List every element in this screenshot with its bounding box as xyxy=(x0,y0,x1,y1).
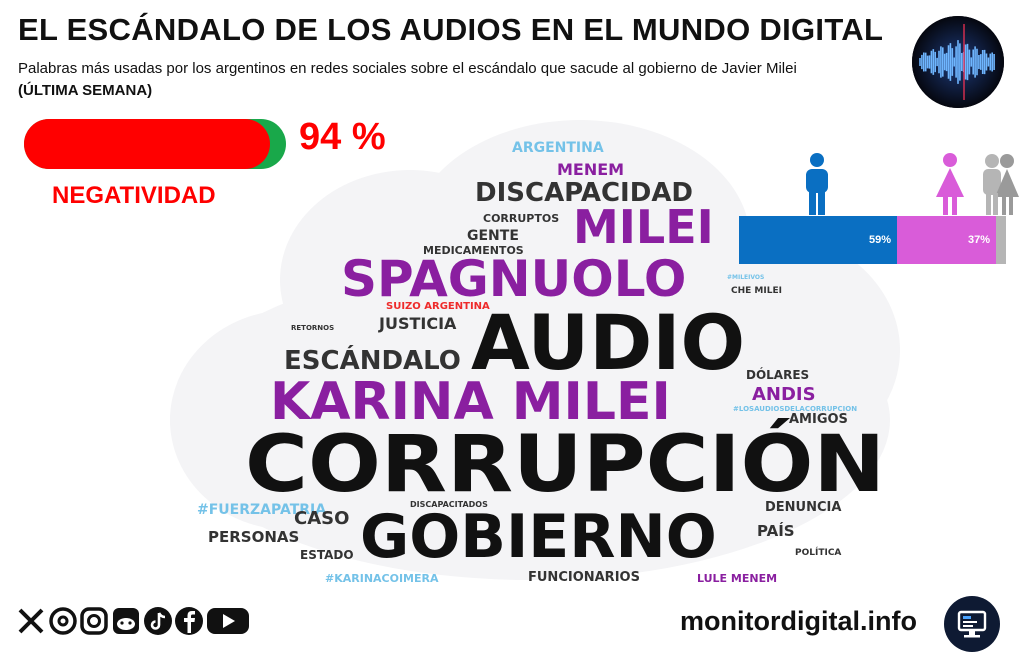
cloud-word: ESTADO xyxy=(300,548,354,562)
cloud-word: AMIGOS xyxy=(789,412,848,427)
cloud-word: ESCÁNDALO xyxy=(284,346,461,376)
cloud-word: RETORNOS xyxy=(291,324,335,332)
cloud-word: ANDIS xyxy=(752,384,816,405)
cloud-word: MEDICAMENTOS xyxy=(423,244,524,257)
negativity-percent: 94 % xyxy=(299,116,386,158)
facebook-icon[interactable] xyxy=(174,606,204,636)
audio-wave-icon xyxy=(912,16,1004,108)
cloud-word: FUNCIONARIOS xyxy=(528,570,640,585)
cloud-word: LULE MENEM xyxy=(697,572,778,585)
cloud-word: CASO xyxy=(294,508,350,529)
cloud-word: MENEM xyxy=(557,160,625,179)
instagram-icon[interactable] xyxy=(79,606,109,636)
monitor-icon xyxy=(944,596,1000,652)
cloud-word: GENTE xyxy=(467,228,519,244)
cloud-word: CHE MILEI xyxy=(731,286,782,296)
reddit-icon[interactable] xyxy=(111,606,141,636)
cloud-word: DÓLARES xyxy=(746,368,810,382)
group-person-icon xyxy=(983,154,1019,215)
cloud-word: CORRUPCIÓN xyxy=(245,420,886,510)
cloud-word: #FUERZAPATRIA xyxy=(197,502,327,518)
cloud-word: PAÍS xyxy=(757,522,795,540)
x-icon[interactable] xyxy=(16,606,46,636)
page-subtitle: Palabras más usadas por los argentinos e… xyxy=(18,58,858,102)
male-person-icon xyxy=(806,153,828,215)
gender-bar-female xyxy=(897,216,996,264)
page-title: EL ESCÁNDALO DE LOS AUDIOS EN EL MUNDO D… xyxy=(18,12,884,47)
cloud-word: POLÍTICA xyxy=(795,548,842,558)
cloud-word: DISCAPACIDAD xyxy=(475,178,694,208)
cloud-shape xyxy=(170,120,900,580)
cloud-word: #LOSAUDIOSDELACORRUPCION xyxy=(733,405,858,413)
cloud-word: KARINA MILEI xyxy=(270,372,671,432)
negativity-bar xyxy=(24,119,286,169)
site-name[interactable]: monitordigital.info xyxy=(680,606,917,636)
cloud-word: PERSONAS xyxy=(208,528,300,546)
gender-female-percent: 37% xyxy=(968,234,991,246)
cloud-word: MILEI xyxy=(573,200,714,254)
cloud-word: CORRUPTOS xyxy=(483,212,560,225)
subtitle-emphasis: (ÚLTIMA SEMANA) xyxy=(18,82,153,99)
cloud-word: #MILEIVOS xyxy=(727,274,765,281)
threads-icon[interactable] xyxy=(48,606,78,636)
cloud-word: AUDIO xyxy=(471,298,746,387)
cloud-word: JUSTICIA xyxy=(379,314,457,333)
cloud-word: GOBIERNO xyxy=(360,502,717,572)
youtube-icon[interactable] xyxy=(206,606,250,636)
cloud-word: SUIZO ARGENTINA xyxy=(386,301,490,312)
cloud-word: SPAGNUOLO xyxy=(341,250,687,308)
cloud-word: DISCAPACITADOS xyxy=(410,500,488,509)
gender-male-percent: 59% xyxy=(869,234,892,246)
female-person-icon xyxy=(936,153,964,215)
negativity-label: NEGATIVIDAD xyxy=(52,182,216,209)
gender-bar-other xyxy=(996,216,1006,264)
cloud-word: DENUNCIA xyxy=(765,500,842,515)
gender-bar-male xyxy=(739,216,897,264)
cloud-word: ARGENTINA xyxy=(512,140,604,156)
cloud-word: #KARINACOIMERA xyxy=(325,572,439,585)
gender-bar: 59% 37% xyxy=(739,216,1006,264)
subtitle-text: Palabras más usadas por los argentinos e… xyxy=(18,60,797,77)
negativity-bar-fill xyxy=(24,119,270,169)
tiktok-icon[interactable] xyxy=(143,606,173,636)
